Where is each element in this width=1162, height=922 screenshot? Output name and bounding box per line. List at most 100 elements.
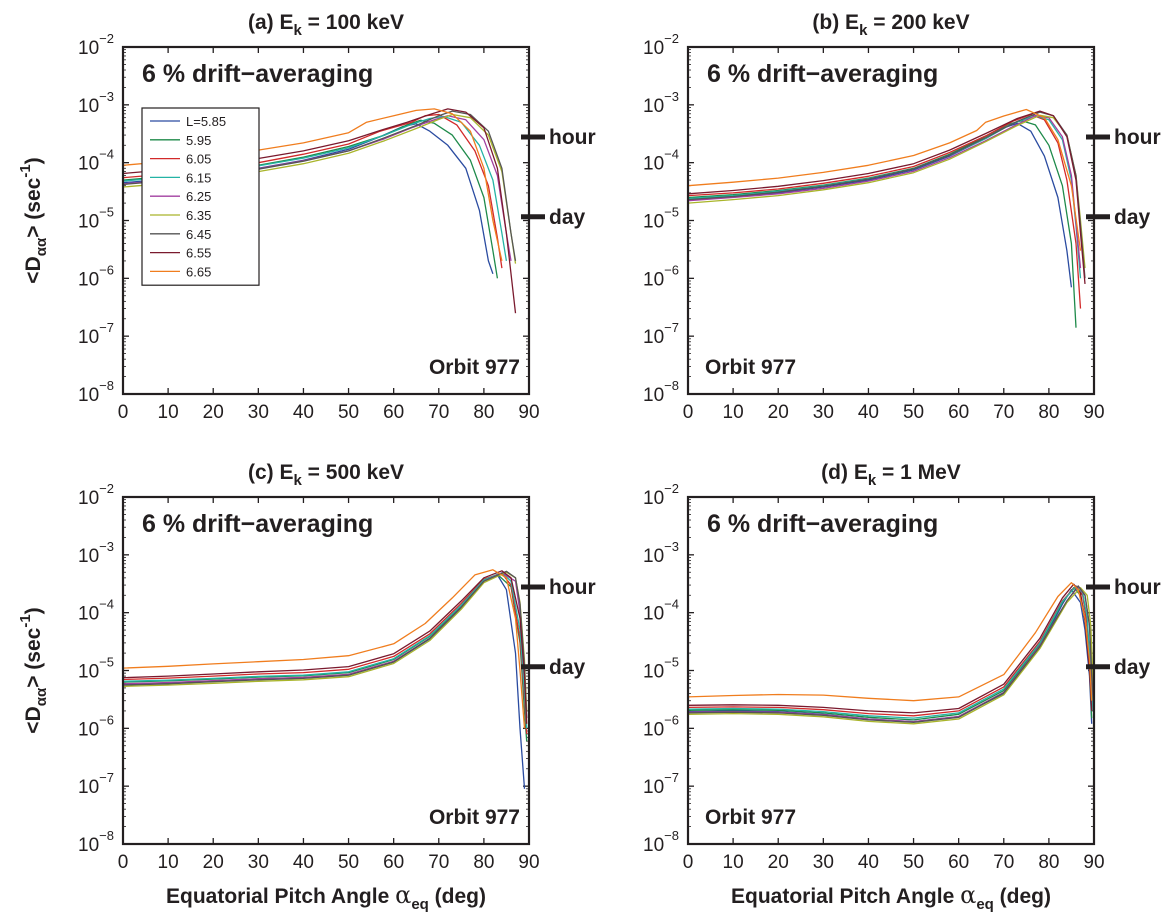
panel-title-suffix: = 200 keV — [867, 11, 969, 34]
x-tick-label: 80 — [1038, 852, 1059, 873]
x-tick-label: 20 — [768, 852, 789, 873]
y-tick-exponent: −5 — [664, 655, 679, 670]
y-axis-label-close: ) — [22, 607, 45, 614]
series-line-2 — [688, 120, 1077, 328]
x-tick-label: 80 — [473, 852, 494, 873]
y-tick-label: 10−4 — [643, 147, 679, 175]
y-tick-exponent: −6 — [664, 712, 679, 727]
x-tick-label: 80 — [1038, 402, 1059, 423]
y-tick-base: 10 — [78, 38, 99, 59]
x-tick-label: 20 — [203, 402, 224, 423]
legend-entry-7: 6.45 — [186, 227, 211, 242]
y-axis-label-sup: -1 — [17, 164, 34, 177]
x-tick-label: 30 — [248, 402, 269, 423]
y-tick-exponent: −5 — [664, 205, 679, 220]
series-line-3 — [688, 585, 1094, 717]
y-tick-base: 10 — [643, 777, 664, 798]
x-tick-label: 0 — [683, 852, 694, 873]
x-tick-label: 50 — [338, 852, 359, 873]
day-label: day — [549, 656, 586, 679]
x-axis-label-main: Equatorial Pitch Angle — [731, 885, 960, 908]
y-tick-base: 10 — [643, 269, 664, 290]
y-tick-base: 10 — [78, 835, 99, 856]
y-tick-exponent: −3 — [664, 539, 679, 554]
series-group — [123, 569, 528, 789]
y-tick-exponent: −5 — [99, 205, 114, 220]
series-line-5 — [688, 115, 1082, 269]
series-line-1 — [688, 122, 1073, 288]
plot-frame — [121, 45, 531, 396]
panel-title-suffix: = 500 keV — [302, 461, 404, 484]
orbit-label: Orbit 977 — [705, 356, 796, 379]
x-tick-label: 70 — [993, 852, 1014, 873]
x-tick-label: 50 — [903, 402, 924, 423]
panel-title: (a) Ek = 100 keV — [248, 11, 404, 39]
x-tick-label: 10 — [723, 402, 744, 423]
y-tick-label: 10−2 — [78, 481, 114, 509]
y-tick-base: 10 — [78, 96, 99, 117]
y-tick-label: 10−7 — [78, 770, 114, 798]
y-tick-base: 10 — [78, 154, 99, 175]
y-tick-exponent: −3 — [99, 539, 114, 554]
y-tick-exponent: −6 — [99, 262, 114, 277]
plot-frame — [686, 45, 1096, 396]
legend-entry-2: 5.95 — [186, 133, 211, 148]
y-tick-base: 10 — [78, 212, 99, 233]
x-tick-label: 40 — [293, 852, 314, 873]
y-tick-base: 10 — [78, 777, 99, 798]
panel-title-sub: k — [868, 472, 877, 489]
orbit-label: Orbit 977 — [429, 806, 520, 829]
y-tick-exponent: −8 — [99, 828, 114, 843]
panel-title: (b) Ek = 200 keV — [812, 11, 969, 39]
series-line-8 — [688, 110, 1086, 284]
x-tick-label: 90 — [518, 852, 539, 873]
y-tick-label: 10−3 — [78, 89, 114, 117]
panel-1: (a) Ek = 100 keV10−810−710−610−510−410−3… — [78, 11, 596, 423]
x-tick-label: 0 — [683, 402, 694, 423]
y-tick-label: 10−4 — [78, 597, 114, 625]
y-axis-label-tail: > (sec — [22, 177, 45, 237]
x-tick-label: 30 — [248, 852, 269, 873]
panel-title-prefix: (d) E — [821, 461, 868, 484]
x-tick-label: 20 — [203, 852, 224, 873]
y-axis-label-tail: > (sec — [22, 627, 45, 687]
y-tick-exponent: −2 — [99, 31, 114, 46]
averaging-annotation: 6 % drift−averaging — [707, 60, 938, 88]
y-tick-base: 10 — [78, 327, 99, 348]
panel-title-sub: k — [294, 22, 303, 39]
x-axis-label-1: Equatorial Pitch Angle αeq (deg) — [166, 881, 486, 913]
y-tick-base: 10 — [643, 212, 664, 233]
x-tick-label: 60 — [383, 852, 404, 873]
series-group — [688, 582, 1094, 725]
y-tick-label: 10−6 — [78, 262, 114, 290]
y-tick-exponent: −4 — [99, 147, 114, 162]
y-tick-label: 10−7 — [643, 770, 679, 798]
series-line-3 — [123, 572, 528, 734]
y-tick-label: 10−8 — [643, 378, 679, 406]
series-line-6 — [123, 571, 528, 711]
series-line-7 — [123, 570, 528, 719]
y-tick-label: 10−7 — [643, 320, 679, 348]
y-tick-base: 10 — [643, 38, 664, 59]
day-label: day — [549, 206, 586, 229]
series-line-3 — [688, 113, 1082, 309]
y-axis-label-sub: αα — [33, 237, 50, 256]
legend-entry-3: 6.05 — [186, 152, 211, 167]
y-tick-base: 10 — [643, 604, 664, 625]
y-tick-base: 10 — [643, 154, 664, 175]
y-tick-label: 10−2 — [78, 31, 114, 59]
y-tick-label: 10−4 — [78, 147, 114, 175]
y-tick-label: 10−4 — [643, 597, 679, 625]
y-tick-base: 10 — [643, 327, 664, 348]
y-tick-base: 10 — [643, 719, 664, 740]
y-tick-base: 10 — [643, 96, 664, 117]
x-axis-label-symbol: α — [395, 881, 411, 909]
series-line-5 — [123, 572, 528, 719]
panel-title: (d) Ek = 1 MeV — [821, 461, 961, 489]
y-tick-label: 10−8 — [78, 378, 114, 406]
y-axis-label-sup: -1 — [17, 614, 34, 627]
y-tick-base: 10 — [643, 835, 664, 856]
series-line-8 — [688, 583, 1093, 714]
x-tick-label: 80 — [473, 402, 494, 423]
y-tick-exponent: −5 — [99, 655, 114, 670]
